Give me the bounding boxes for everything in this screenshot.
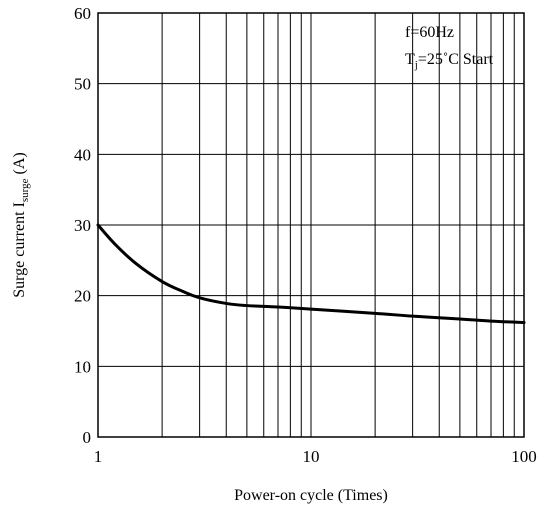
annotation-temperature-subscript: j xyxy=(414,59,418,71)
y-tick-label: 10 xyxy=(74,357,91,376)
y-tick-label: 50 xyxy=(74,75,91,94)
y-tick-label: 20 xyxy=(74,287,91,306)
y-tick-label: 30 xyxy=(74,216,91,235)
x-tick-label: 10 xyxy=(303,447,320,466)
y-axis-label-subscript: surge xyxy=(19,178,31,202)
annotation-frequency: f=60Hz xyxy=(405,24,454,41)
x-tick-label: 100 xyxy=(511,447,537,466)
series-line xyxy=(96,223,526,325)
annotation-temperature: Tj=25˚C Start xyxy=(405,51,494,71)
y-tick-label: 0 xyxy=(83,428,92,447)
y-axis-label-main: Surge current I xyxy=(11,202,28,298)
grid-lines xyxy=(97,12,525,438)
x-tick-labels: 1 10 100 xyxy=(94,447,537,466)
x-axis-label: Power-on cycle (Times) xyxy=(234,487,388,504)
annotation-temperature-rest: =25˚C Start xyxy=(418,51,494,68)
y-axis-label-unit: (A) xyxy=(11,152,28,178)
x-tick-label: 1 xyxy=(94,447,103,466)
y-tick-label: 60 xyxy=(74,4,91,23)
y-axis-label: Surge current Isurge (A) xyxy=(11,152,31,298)
y-tick-labels: 0 10 20 30 40 50 60 xyxy=(74,4,91,447)
annotation-temperature-main: T xyxy=(405,51,415,68)
y-tick-label: 40 xyxy=(74,145,91,164)
